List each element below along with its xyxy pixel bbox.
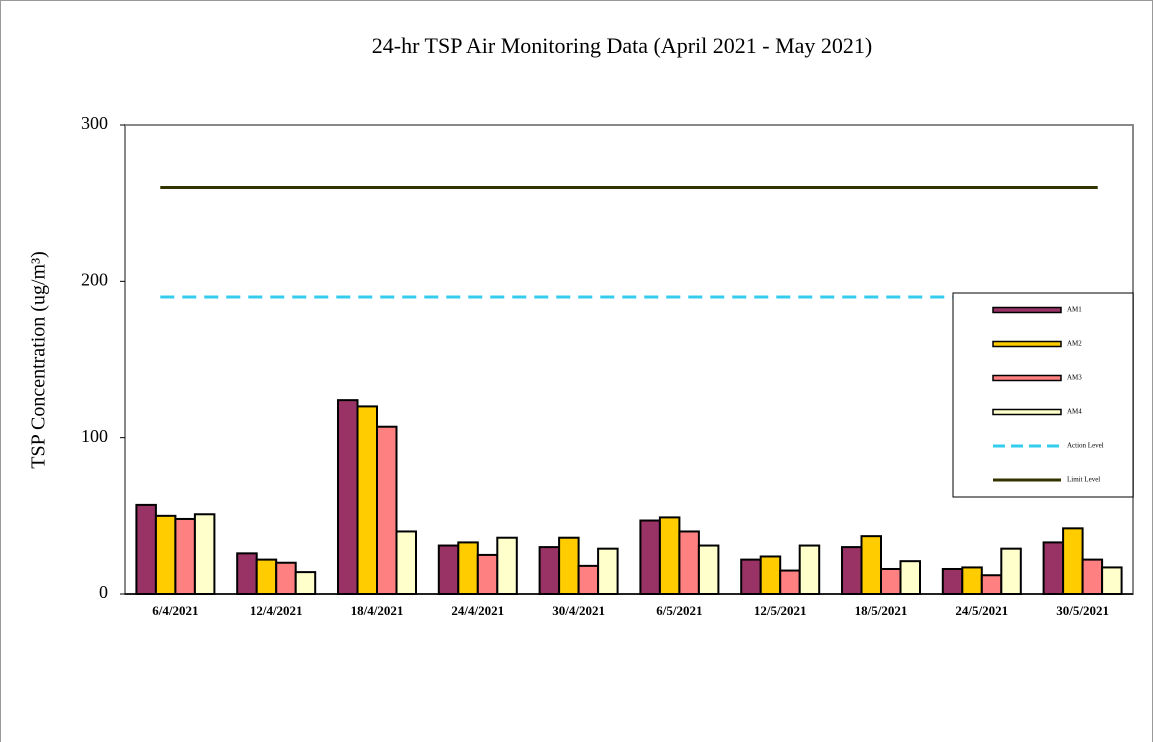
bar — [841, 546, 863, 595]
bar — [1081, 558, 1104, 596]
bar — [255, 558, 278, 596]
legend-swatch — [992, 374, 1062, 382]
bar — [779, 569, 801, 595]
x-tick-label: 6/4/2021 — [152, 603, 198, 618]
x-tick-label: 18/4/2021 — [351, 603, 404, 618]
bar — [356, 405, 378, 595]
x-tick-label: 30/4/2021 — [552, 603, 605, 618]
bar — [658, 516, 681, 595]
bar — [1042, 541, 1065, 595]
bar — [639, 519, 661, 595]
bar — [376, 425, 398, 595]
bar — [135, 503, 157, 596]
bar — [558, 536, 580, 595]
bar — [941, 567, 964, 596]
x-tick-label: 24/4/2021 — [451, 603, 504, 618]
legend-swatch — [992, 340, 1062, 348]
legend-label: Action Level — [1067, 442, 1104, 450]
y-axis-label: TSP Concentration (ug/m³) — [28, 251, 50, 468]
bar — [860, 535, 882, 596]
bar — [1000, 547, 1022, 595]
y-tick-label: 200 — [81, 269, 108, 289]
bar — [597, 547, 619, 595]
y-tick-label: 100 — [81, 426, 108, 446]
bar — [275, 561, 297, 596]
bar — [174, 517, 196, 596]
y-tick-label: 0 — [99, 582, 108, 602]
bar — [961, 566, 983, 596]
x-tick-label: 24/5/2021 — [955, 603, 1008, 618]
legend — [952, 292, 1134, 498]
legend-swatch — [992, 408, 1062, 416]
x-tick-label: 12/5/2021 — [754, 603, 807, 618]
bar — [1101, 566, 1123, 596]
bar — [236, 552, 258, 595]
bar — [980, 574, 1003, 595]
legend-label: AM1 — [1067, 306, 1082, 314]
x-tick-label: 18/5/2021 — [855, 603, 908, 618]
y-tick-label: 300 — [81, 113, 108, 133]
bar — [437, 544, 460, 596]
bar — [337, 399, 359, 595]
bar — [798, 544, 821, 596]
bar — [154, 514, 177, 595]
bar — [577, 564, 600, 595]
bar — [476, 553, 499, 596]
bar — [395, 530, 417, 596]
bar — [678, 530, 700, 596]
bar — [740, 558, 762, 596]
bar — [496, 536, 518, 595]
legend-label: AM4 — [1067, 408, 1082, 416]
bar — [457, 541, 479, 595]
bar — [759, 555, 782, 595]
bar — [294, 571, 317, 596]
x-tick-label: 30/5/2021 — [1056, 603, 1109, 618]
legend-label: AM3 — [1067, 374, 1082, 382]
legend-label: AM2 — [1067, 340, 1082, 348]
bar — [880, 567, 902, 596]
bar — [538, 546, 561, 595]
bar — [1062, 527, 1084, 596]
legend-label: Limit Level — [1067, 476, 1100, 484]
bar — [193, 513, 216, 596]
x-tick-label: 6/5/2021 — [656, 603, 702, 618]
x-tick-label: 12/4/2021 — [250, 603, 303, 618]
bar — [899, 560, 921, 595]
bar — [697, 544, 720, 596]
chart-title: 24-hr TSP Air Monitoring Data (April 202… — [372, 33, 872, 58]
legend-swatch — [992, 306, 1062, 314]
